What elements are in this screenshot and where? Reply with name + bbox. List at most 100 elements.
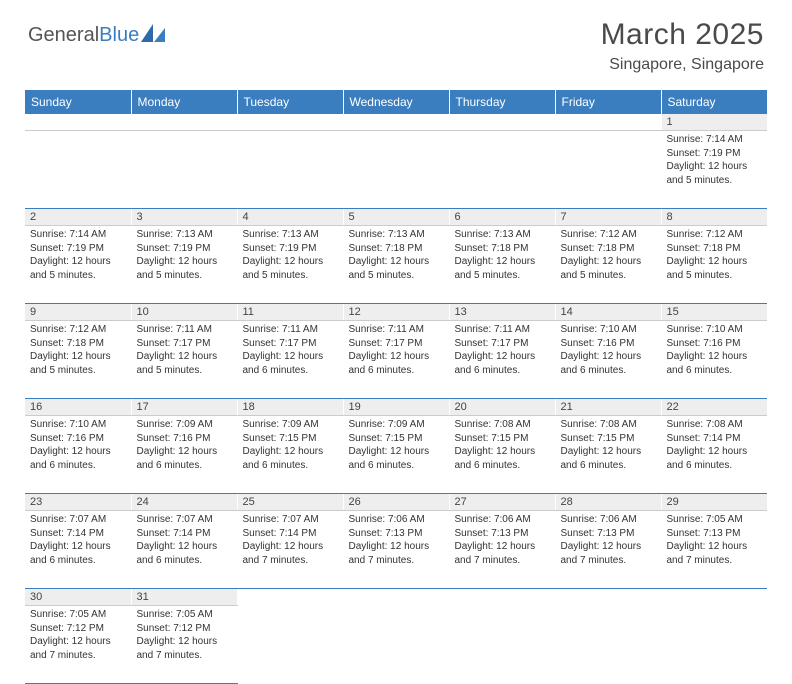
sunset-text: Sunset: 7:16 PM: [667, 337, 763, 351]
sunset-text: Sunset: 7:15 PM: [349, 432, 444, 446]
sunset-text: Sunset: 7:13 PM: [455, 527, 550, 541]
day-body-cell: Sunrise: 7:07 AMSunset: 7:14 PMDaylight:…: [237, 511, 343, 589]
sunset-text: Sunset: 7:18 PM: [349, 242, 444, 256]
day-number-cell: 28: [555, 494, 661, 511]
day-body-cell: Sunrise: 7:05 AMSunset: 7:12 PMDaylight:…: [131, 606, 237, 684]
sunrise-text: Sunrise: 7:11 AM: [137, 323, 232, 337]
daylight-text: Daylight: 12 hours and 6 minutes.: [349, 350, 444, 377]
day-body-cell: Sunrise: 7:09 AMSunset: 7:16 PMDaylight:…: [131, 416, 237, 494]
sunset-text: Sunset: 7:14 PM: [667, 432, 763, 446]
calendar-body: 1 Sunrise: 7:14 AMSunset: 7:19 PMDayligh…: [25, 114, 767, 684]
day-body-cell: [131, 131, 237, 209]
day-body-cell: [555, 606, 661, 684]
day-header-row: Sunday Monday Tuesday Wednesday Thursday…: [25, 90, 767, 114]
sunset-text: Sunset: 7:19 PM: [667, 147, 763, 161]
day-number-cell: 23: [25, 494, 131, 511]
daylight-text: Daylight: 12 hours and 6 minutes.: [455, 350, 550, 377]
sunrise-text: Sunrise: 7:12 AM: [30, 323, 126, 337]
sunrise-text: Sunrise: 7:07 AM: [30, 513, 126, 527]
sunrise-text: Sunrise: 7:05 AM: [137, 608, 232, 622]
day-body-cell: Sunrise: 7:05 AMSunset: 7:12 PMDaylight:…: [25, 606, 131, 684]
day-body-cell: Sunrise: 7:06 AMSunset: 7:13 PMDaylight:…: [449, 511, 555, 589]
daylight-text: Daylight: 12 hours and 7 minutes.: [561, 540, 656, 567]
brand-part2: Blue: [99, 24, 139, 47]
sunrise-text: Sunrise: 7:07 AM: [137, 513, 232, 527]
day-body-cell: Sunrise: 7:14 AMSunset: 7:19 PMDaylight:…: [661, 131, 767, 209]
sunset-text: Sunset: 7:16 PM: [137, 432, 232, 446]
sunrise-text: Sunrise: 7:08 AM: [561, 418, 656, 432]
sunset-text: Sunset: 7:13 PM: [667, 527, 763, 541]
day-number-cell: [555, 114, 661, 131]
sunrise-text: Sunrise: 7:11 AM: [243, 323, 338, 337]
sunrise-text: Sunrise: 7:06 AM: [561, 513, 656, 527]
day-body-cell: Sunrise: 7:10 AMSunset: 7:16 PMDaylight:…: [25, 416, 131, 494]
day-body-cell: Sunrise: 7:10 AMSunset: 7:16 PMDaylight:…: [555, 321, 661, 399]
day-body-cell: Sunrise: 7:13 AMSunset: 7:18 PMDaylight:…: [449, 226, 555, 304]
title-month: March 2025: [601, 18, 764, 52]
day-number-cell: 30: [25, 589, 131, 606]
sunrise-text: Sunrise: 7:08 AM: [667, 418, 763, 432]
daylight-text: Daylight: 12 hours and 7 minutes.: [349, 540, 444, 567]
day-number-cell: [343, 589, 449, 606]
sunrise-text: Sunrise: 7:12 AM: [667, 228, 763, 242]
day-body-cell: Sunrise: 7:09 AMSunset: 7:15 PMDaylight:…: [237, 416, 343, 494]
sunrise-text: Sunrise: 7:05 AM: [667, 513, 763, 527]
day-number-cell: 3: [131, 209, 237, 226]
day-header: Wednesday: [343, 90, 449, 114]
day-number-cell: [555, 589, 661, 606]
daylight-text: Daylight: 12 hours and 6 minutes.: [243, 445, 338, 472]
day-number-cell: 4: [237, 209, 343, 226]
day-number-cell: 18: [237, 399, 343, 416]
day-number-cell: 11: [237, 304, 343, 321]
sunset-text: Sunset: 7:19 PM: [30, 242, 126, 256]
day-body-cell: Sunrise: 7:11 AMSunset: 7:17 PMDaylight:…: [343, 321, 449, 399]
title-location: Singapore, Singapore: [601, 56, 764, 74]
day-body-cell: Sunrise: 7:08 AMSunset: 7:14 PMDaylight:…: [661, 416, 767, 494]
day-number-cell: 9: [25, 304, 131, 321]
day-number-cell: 22: [661, 399, 767, 416]
day-number-cell: 20: [449, 399, 555, 416]
day-body-cell: Sunrise: 7:11 AMSunset: 7:17 PMDaylight:…: [237, 321, 343, 399]
day-number-cell: 1: [661, 114, 767, 131]
daylight-text: Daylight: 12 hours and 7 minutes.: [137, 635, 232, 662]
body-row: Sunrise: 7:05 AM Sunset: 7:12 PM Daylight:…: [25, 606, 767, 684]
daylight-text: Daylight: 12 hours and 5 minutes.: [137, 255, 232, 282]
sunrise-text: Sunrise: 7:10 AM: [667, 323, 763, 337]
day-number-cell: [343, 114, 449, 131]
daylight-text: Daylight: 12 hours and 6 minutes.: [667, 350, 763, 377]
daylight-text: Daylight: 12 hours and 5 minutes.: [30, 350, 126, 377]
daynum-row: 23242526272829: [25, 494, 767, 511]
sunset-text: Sunset: 7:14 PM: [243, 527, 338, 541]
daynum-row: 3031: [25, 589, 767, 606]
day-body-cell: Sunrise: 7:05 AMSunset: 7:13 PMDaylight:…: [661, 511, 767, 589]
sunrise-text: Sunrise: 7:06 AM: [455, 513, 550, 527]
day-number-cell: 7: [555, 209, 661, 226]
sail-icon: [141, 24, 167, 42]
sunrise-text: Sunrise: 7:11 AM: [455, 323, 550, 337]
sunset-text: Sunset: 7:17 PM: [349, 337, 444, 351]
day-body-cell: Sunrise: 7:12 AMSunset: 7:18 PMDaylight:…: [555, 226, 661, 304]
day-number-cell: 31: [131, 589, 237, 606]
day-body-cell: Sunrise: 7:13 AMSunset: 7:19 PMDaylight:…: [237, 226, 343, 304]
day-body-cell: Sunrise: 7:06 AMSunset: 7:13 PMDaylight:…: [555, 511, 661, 589]
title-block: March 2025 Singapore, Singapore: [601, 18, 764, 74]
day-body-cell: Sunrise: 7:11 AMSunset: 7:17 PMDaylight:…: [449, 321, 555, 399]
day-number-cell: 6: [449, 209, 555, 226]
sunset-text: Sunset: 7:17 PM: [455, 337, 550, 351]
day-number-cell: 19: [343, 399, 449, 416]
day-body-cell: [449, 131, 555, 209]
sunset-text: Sunset: 7:12 PM: [30, 622, 126, 636]
day-body-cell: [25, 131, 131, 209]
sunset-text: Sunset: 7:15 PM: [561, 432, 656, 446]
day-body-cell: Sunrise: 7:10 AMSunset: 7:16 PMDaylight:…: [661, 321, 767, 399]
body-row: Sunrise: 7:07 AMSunset: 7:14 PMDaylight:…: [25, 511, 767, 589]
sunset-text: Sunset: 7:14 PM: [30, 527, 126, 541]
daylight-text: Daylight: 12 hours and 6 minutes.: [455, 445, 550, 472]
daylight-text: Daylight: 12 hours and 6 minutes.: [137, 445, 232, 472]
day-body-cell: Sunrise: 7:07 AMSunset: 7:14 PMDaylight:…: [25, 511, 131, 589]
sunrise-text: Sunrise: 7:12 AM: [561, 228, 656, 242]
day-number-cell: 27: [449, 494, 555, 511]
sunrise-text: Sunrise: 7:09 AM: [243, 418, 338, 432]
sunset-text: Sunset: 7:18 PM: [667, 242, 763, 256]
day-number-cell: 17: [131, 399, 237, 416]
